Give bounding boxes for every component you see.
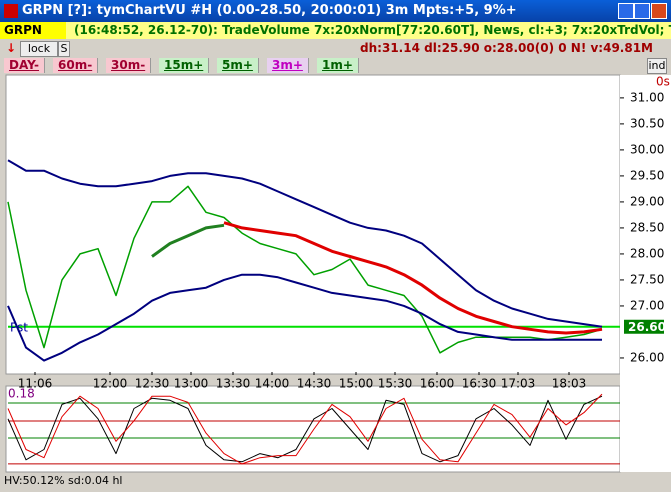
close-button[interactable]	[651, 3, 667, 19]
info-text: (16:48:52, 26.12-70): TradeVolume 7x:20x…	[74, 23, 671, 37]
minimize-button[interactable]	[618, 3, 634, 19]
timeframe-button[interactable]: 3m+	[267, 58, 309, 73]
series-line	[7, 185, 603, 354]
title-bar: GRPN [?]: tymChartVU #H (0.00-28.50, 20:…	[0, 0, 671, 22]
series-line	[7, 159, 603, 328]
series-line	[7, 273, 602, 362]
oscillator-pane	[5, 385, 621, 473]
s-button[interactable]: S	[58, 41, 70, 57]
app-icon	[4, 4, 18, 18]
price-label: 26.60	[628, 320, 666, 334]
y-tick-label: 27.50	[630, 272, 664, 286]
series-line	[151, 223, 225, 258]
x-tick-label: 16:30	[462, 377, 497, 391]
price-pane	[5, 74, 621, 375]
x-tick-label: 15:30	[378, 377, 413, 391]
y-tick-label: 30.00	[630, 142, 664, 156]
x-tick-label: 15:00	[339, 377, 374, 391]
arrow-icon[interactable]: ↓	[6, 41, 17, 55]
timeframe-button[interactable]: 15m+	[159, 58, 210, 73]
x-tick-label: 12:00	[93, 377, 128, 391]
status-text: HV:50.12% sd:0.04 hl	[4, 474, 123, 487]
annotation: 0s	[656, 75, 670, 89]
timeframe-button[interactable]: DAY-	[4, 58, 46, 73]
series-line	[7, 395, 603, 463]
x-tick-label: 12:30	[135, 377, 170, 391]
timeframe-button[interactable]: 30m-	[106, 58, 152, 73]
y-tick-label: 28.00	[630, 246, 664, 260]
x-tick-label: 14:00	[255, 377, 290, 391]
ind-button[interactable]: ind	[647, 58, 667, 74]
x-tick-label: 13:00	[174, 377, 209, 391]
x-tick-label: 18:03	[552, 377, 587, 391]
y-tick-label: 26.00	[630, 350, 664, 364]
series-line	[7, 393, 603, 465]
x-tick-label: 13:30	[216, 377, 251, 391]
y-tick-label: 29.50	[630, 168, 664, 182]
x-tick-label: 17:03	[501, 377, 536, 391]
x-tick-label: 16:00	[420, 377, 455, 391]
info-row: GRPN (16:48:52, 26.12-70): TradeVolume 7x…	[0, 22, 671, 39]
timeframe-row: ind DAY- 60m- 30m- 15m+ 5m+ 3m+ 1m+	[0, 57, 671, 75]
y-tick-label: 31.00	[630, 90, 664, 104]
series-line	[223, 221, 603, 335]
symbol[interactable]: GRPN	[0, 22, 66, 39]
maximize-button[interactable]	[634, 3, 650, 19]
price-label-box	[624, 319, 664, 334]
timeframe-button[interactable]: 60m-	[53, 58, 99, 73]
x-tick-label: 11:06	[18, 377, 53, 391]
annotation: Pst	[10, 321, 28, 335]
y-tick-label: 27.00	[630, 298, 664, 312]
window-title: GRPN [?]: tymChartVU #H (0.00-28.50, 20:…	[22, 3, 517, 18]
timeframe-button[interactable]: 1m+	[317, 58, 359, 73]
x-tick-label: 14:30	[297, 377, 332, 391]
timeframe-button[interactable]: 5m+	[217, 58, 259, 73]
y-tick-label: 28.50	[630, 220, 664, 234]
y-tick-label: 30.50	[630, 116, 664, 130]
control-row: ↓ lock S dh:31.14 dl:25.90 o:28.00(0) 0 …	[0, 39, 671, 57]
lock-button[interactable]: lock	[20, 41, 58, 57]
y-tick-label: 29.00	[630, 194, 664, 208]
stats-text: dh:31.14 dl:25.90 o:28.00(0) 0 N! v:49.8…	[360, 41, 653, 55]
y-tick-label: 0.18	[8, 387, 35, 401]
axis-area	[620, 75, 671, 472]
